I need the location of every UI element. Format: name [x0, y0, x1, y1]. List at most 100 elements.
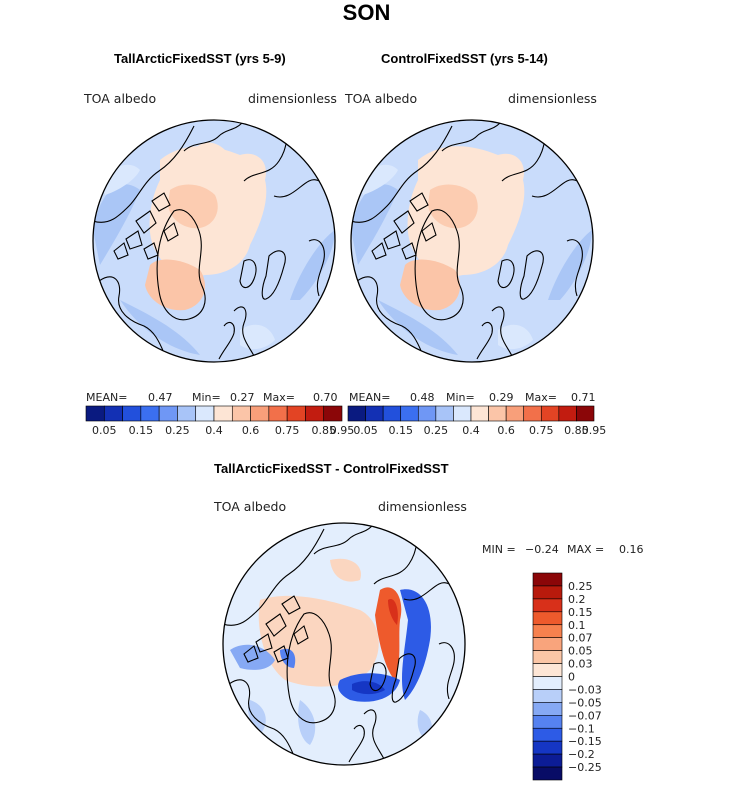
- panel1-colorbar-label: 0.15: [129, 424, 154, 437]
- panel2-colorbar-swatch: [488, 405, 507, 422]
- panel3-map: [222, 522, 466, 766]
- panel2-mean-label: MEAN=: [349, 391, 391, 404]
- diff-colorbar-swatch: [532, 611, 563, 626]
- panel3-max-label: MAX =: [567, 543, 605, 556]
- diff-colorbar-label: 0.25: [568, 580, 593, 593]
- diff-colorbar-label: −0.1: [568, 722, 595, 735]
- panel1-colorbar-swatch: [286, 405, 306, 422]
- panel2-colorbar-label: 0.15: [388, 424, 413, 437]
- diff-colorbar-label: −0.03: [568, 683, 602, 696]
- panel1-max-value: 0.70: [313, 391, 338, 404]
- panel3-min-label: MIN =: [482, 543, 516, 556]
- panel1-colorbar-label: 0.05: [92, 424, 117, 437]
- panel1-colorbar-swatch: [268, 405, 288, 422]
- panel2-colorbar-swatch: [470, 405, 489, 422]
- panel1-colorbar-swatch: [85, 405, 105, 422]
- panel1-colorbar-swatch: [305, 405, 325, 422]
- panel3-min-value: −0.24: [525, 543, 559, 556]
- panel1-colorbar-swatch: [122, 405, 142, 422]
- diff-colorbar-swatch: [532, 715, 563, 729]
- panel3-units: dimensionless: [378, 499, 467, 514]
- diff-colorbar-label: −0.2: [568, 748, 595, 761]
- panel3-max-value: 0.16: [619, 543, 644, 556]
- diff-colorbar-swatch: [532, 702, 563, 716]
- panel3-title: TallArcticFixedSST - ControlFixedSST: [214, 461, 449, 476]
- panel2-colorbar-swatch: [435, 405, 454, 422]
- panel2-colorbar-swatch: [400, 405, 419, 422]
- panel1-map: [92, 119, 336, 363]
- panel1-colorbar-label: 0.4: [205, 424, 223, 437]
- panel1-colorbar-label: 0.6: [242, 424, 260, 437]
- diff-colorbar: 0.250.20.150.10.070.050.030−0.03−0.05 −0.…: [532, 572, 602, 781]
- diff-colorbar-swatch: [532, 585, 563, 600]
- diff-colorbar-label: 0.1: [568, 619, 586, 632]
- panel2-colorbar-swatch: [382, 405, 402, 422]
- panel1-colorbar-swatch: [323, 405, 343, 422]
- panel2-colorbar-swatch: [558, 405, 577, 422]
- panel2-colorbar-label: 0.75: [529, 424, 554, 437]
- panel1-max-label: Max=: [263, 391, 295, 404]
- diff-colorbar-label: −0.05: [568, 696, 602, 709]
- panel2-colorbar-swatch: [365, 405, 384, 422]
- diff-colorbar-swatch: [532, 676, 563, 690]
- panel2-max-value: 0.71: [571, 391, 596, 404]
- diff-colorbar-swatch: [532, 663, 563, 677]
- panel1-units: dimensionless: [248, 91, 337, 106]
- panel2-colorbar-label: 0.95: [582, 424, 607, 437]
- diff-colorbar-label: 0.15: [568, 606, 593, 619]
- panel2-colorbar-label: 0.25: [424, 424, 449, 437]
- diff-colorbar-swatch: [532, 637, 563, 651]
- panel2-colorbar-swatch: [453, 405, 472, 422]
- diff-colorbar-swatch: [532, 727, 563, 742]
- diff-colorbar-swatch: [532, 766, 563, 781]
- diff-colorbar-swatch: [532, 624, 563, 638]
- diff-colorbar-label: 0.2: [568, 593, 586, 606]
- diff-colorbar-swatch: [532, 598, 563, 613]
- panel2-colorbar-swatch: [523, 405, 542, 422]
- panel1-colorbar-label: 0.95: [330, 424, 355, 437]
- panel2-colorbar-label: 0.6: [497, 424, 515, 437]
- panel2-title: ControlFixedSST (yrs 5-14): [381, 51, 548, 66]
- panel2-map: [350, 119, 594, 363]
- panel1-min-label: Min=: [192, 391, 221, 404]
- panel2-mean-value: 0.48: [410, 391, 435, 404]
- panel1-colorbar-swatch: [250, 405, 270, 422]
- diff-colorbar-label: −0.25: [568, 761, 602, 774]
- panel1-mean-label: MEAN=: [86, 391, 128, 404]
- diff-colorbar-swatch: [532, 650, 563, 664]
- diff-colorbar-label: −0.15: [568, 735, 602, 748]
- panel2-colorbar-label: 0.4: [462, 424, 480, 437]
- panel1-colorbar-swatch: [103, 405, 123, 422]
- panel2-colorbar: 0.05 0.15 0.25 0.4 0.6 0.75 0.850.95: [347, 405, 607, 437]
- diff-colorbar-swatch: [532, 572, 563, 587]
- panel2-colorbar-label: 0.05: [353, 424, 378, 437]
- panel1-colorbar-swatch: [195, 405, 215, 422]
- panel1-title: TallArcticFixedSST (yrs 5-9): [114, 51, 286, 66]
- panel1-colorbar-swatch: [158, 405, 178, 422]
- panel2-colorbar-label: 0.85: [564, 424, 589, 437]
- diff-colorbar-swatch: [532, 740, 563, 755]
- panel2-max-label: Max=: [525, 391, 557, 404]
- panel1-colorbar-swatch: [177, 405, 197, 422]
- panel2-colorbar-swatch: [505, 405, 525, 422]
- panel1-min-value: 0.27: [230, 391, 255, 404]
- diff-colorbar-label: 0.03: [568, 658, 593, 671]
- figure-title: SON: [342, 0, 391, 25]
- panel2-colorbar-swatch: [576, 405, 595, 422]
- diff-colorbar-swatch: [532, 689, 563, 703]
- panel2-colorbar-swatch: [347, 405, 366, 422]
- diff-colorbar-label: 0.05: [568, 645, 593, 658]
- panel1-colorbar-label: 0.85: [311, 424, 336, 437]
- diff-colorbar-label: 0: [568, 671, 575, 684]
- diff-colorbar-label: 0.07: [568, 632, 593, 645]
- panel2-min-label: Min=: [446, 391, 475, 404]
- panel2-colorbar-swatch: [540, 405, 560, 422]
- panel2-min-value: 0.29: [489, 391, 514, 404]
- diff-colorbar-swatch: [532, 753, 563, 768]
- panel2-units: dimensionless: [508, 91, 597, 106]
- panel1-colorbar-swatch: [231, 405, 251, 422]
- panel1-colorbar-label: 0.75: [275, 424, 300, 437]
- panel1-mean-value: 0.47: [148, 391, 173, 404]
- panel2-variable: TOA albedo: [345, 91, 418, 106]
